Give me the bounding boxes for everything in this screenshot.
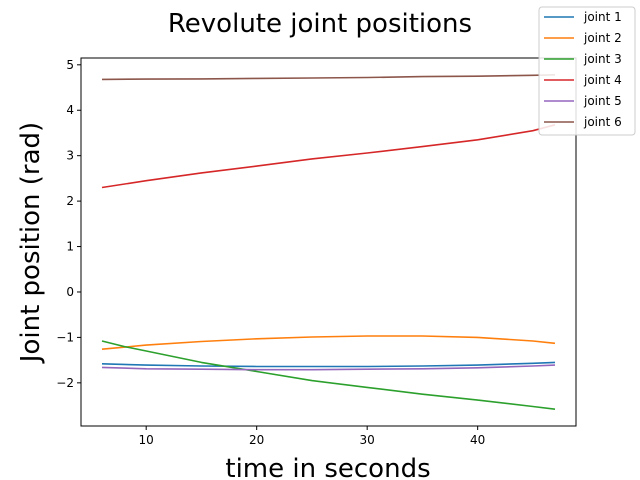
x-tick-label: 40 <box>470 433 485 447</box>
legend-label: joint 6 <box>583 115 622 129</box>
series-line-joint-6 <box>101 74 556 81</box>
x-tick-label: 30 <box>360 433 375 447</box>
legend-label: joint 3 <box>583 52 622 66</box>
series-layer <box>101 74 556 410</box>
series-line-joint-1 <box>101 361 556 368</box>
legend-box <box>538 6 636 136</box>
y-tick-label: −2 <box>56 376 74 390</box>
series-line-joint-5 <box>101 364 556 371</box>
series-line-joint-4 <box>101 124 556 189</box>
plot-area <box>80 57 577 427</box>
y-tick-label: 4 <box>66 103 74 117</box>
series-line-joint-2 <box>101 335 556 350</box>
x-tick-label: 10 <box>139 433 154 447</box>
y-tick-label: −1 <box>56 330 74 344</box>
legend-label: joint 1 <box>583 10 622 24</box>
y-tick-label: 1 <box>66 240 74 254</box>
legend: joint 1 joint 2 joint 3 joint 4 joint 5 joint… <box>538 6 636 136</box>
legend-label: joint 5 <box>583 94 622 108</box>
y-axis: −2 −1 0 1 2 3 4 5 <box>56 58 81 390</box>
x-axis-label: time in seconds <box>225 454 430 480</box>
y-axis-label: Joint position (rad) <box>16 122 46 364</box>
legend-label: joint 2 <box>583 31 622 45</box>
y-tick-label: 3 <box>66 149 74 163</box>
x-axis: 10 20 30 40 <box>139 426 485 447</box>
y-tick-label: 0 <box>66 285 74 299</box>
y-tick-label: 2 <box>66 194 74 208</box>
y-tick-label: 5 <box>66 58 74 72</box>
series-line-joint-3 <box>101 340 556 410</box>
x-tick-label: 20 <box>249 433 264 447</box>
legend-label: joint 4 <box>583 73 622 87</box>
chart-title: Revolute joint positions <box>168 9 472 39</box>
